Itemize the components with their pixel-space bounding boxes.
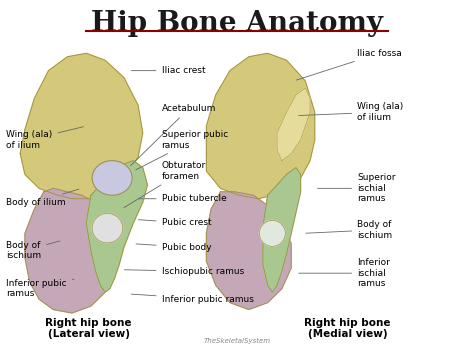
Polygon shape bbox=[206, 53, 315, 199]
Ellipse shape bbox=[92, 214, 123, 243]
Text: Inferior
ischial
ramus: Inferior ischial ramus bbox=[299, 258, 390, 288]
Text: Obturator
foramen: Obturator foramen bbox=[124, 161, 206, 208]
Text: Right hip bone
(Lateral view): Right hip bone (Lateral view) bbox=[46, 318, 132, 339]
Text: Hip Bone Anatomy: Hip Bone Anatomy bbox=[91, 10, 383, 37]
Ellipse shape bbox=[259, 220, 285, 246]
Text: Superior
ischial
ramus: Superior ischial ramus bbox=[318, 173, 396, 203]
Polygon shape bbox=[263, 168, 301, 292]
Text: Superior pubic
ramus: Superior pubic ramus bbox=[136, 130, 228, 170]
Text: Inferior pubic
ramus: Inferior pubic ramus bbox=[6, 279, 74, 298]
Polygon shape bbox=[206, 192, 291, 310]
Polygon shape bbox=[25, 188, 119, 313]
Text: TheSkeletalSystem: TheSkeletalSystem bbox=[203, 337, 271, 344]
Text: Body of
ischium: Body of ischium bbox=[6, 241, 60, 260]
Polygon shape bbox=[277, 88, 310, 161]
Text: Pubic body: Pubic body bbox=[136, 243, 211, 252]
Text: Pubic tubercle: Pubic tubercle bbox=[138, 194, 227, 203]
Text: Wing (ala)
of ilium: Wing (ala) of ilium bbox=[6, 127, 83, 150]
Ellipse shape bbox=[92, 161, 132, 195]
Text: Acetabulum: Acetabulum bbox=[131, 104, 216, 166]
Text: Body of ilium: Body of ilium bbox=[6, 189, 79, 207]
Polygon shape bbox=[86, 161, 147, 292]
Text: Body of
ischium: Body of ischium bbox=[306, 220, 392, 240]
Text: Iliac crest: Iliac crest bbox=[131, 66, 205, 75]
Text: Iliac fossa: Iliac fossa bbox=[296, 49, 402, 80]
Text: Wing (ala)
of ilium: Wing (ala) of ilium bbox=[299, 103, 403, 122]
Text: Pubic crest: Pubic crest bbox=[138, 218, 211, 228]
Text: Inferior pubic ramus: Inferior pubic ramus bbox=[131, 294, 254, 304]
Text: Ischiopubic ramus: Ischiopubic ramus bbox=[124, 267, 244, 276]
Text: Right hip bone
(Medial view): Right hip bone (Medial view) bbox=[304, 318, 391, 339]
Polygon shape bbox=[20, 53, 143, 199]
